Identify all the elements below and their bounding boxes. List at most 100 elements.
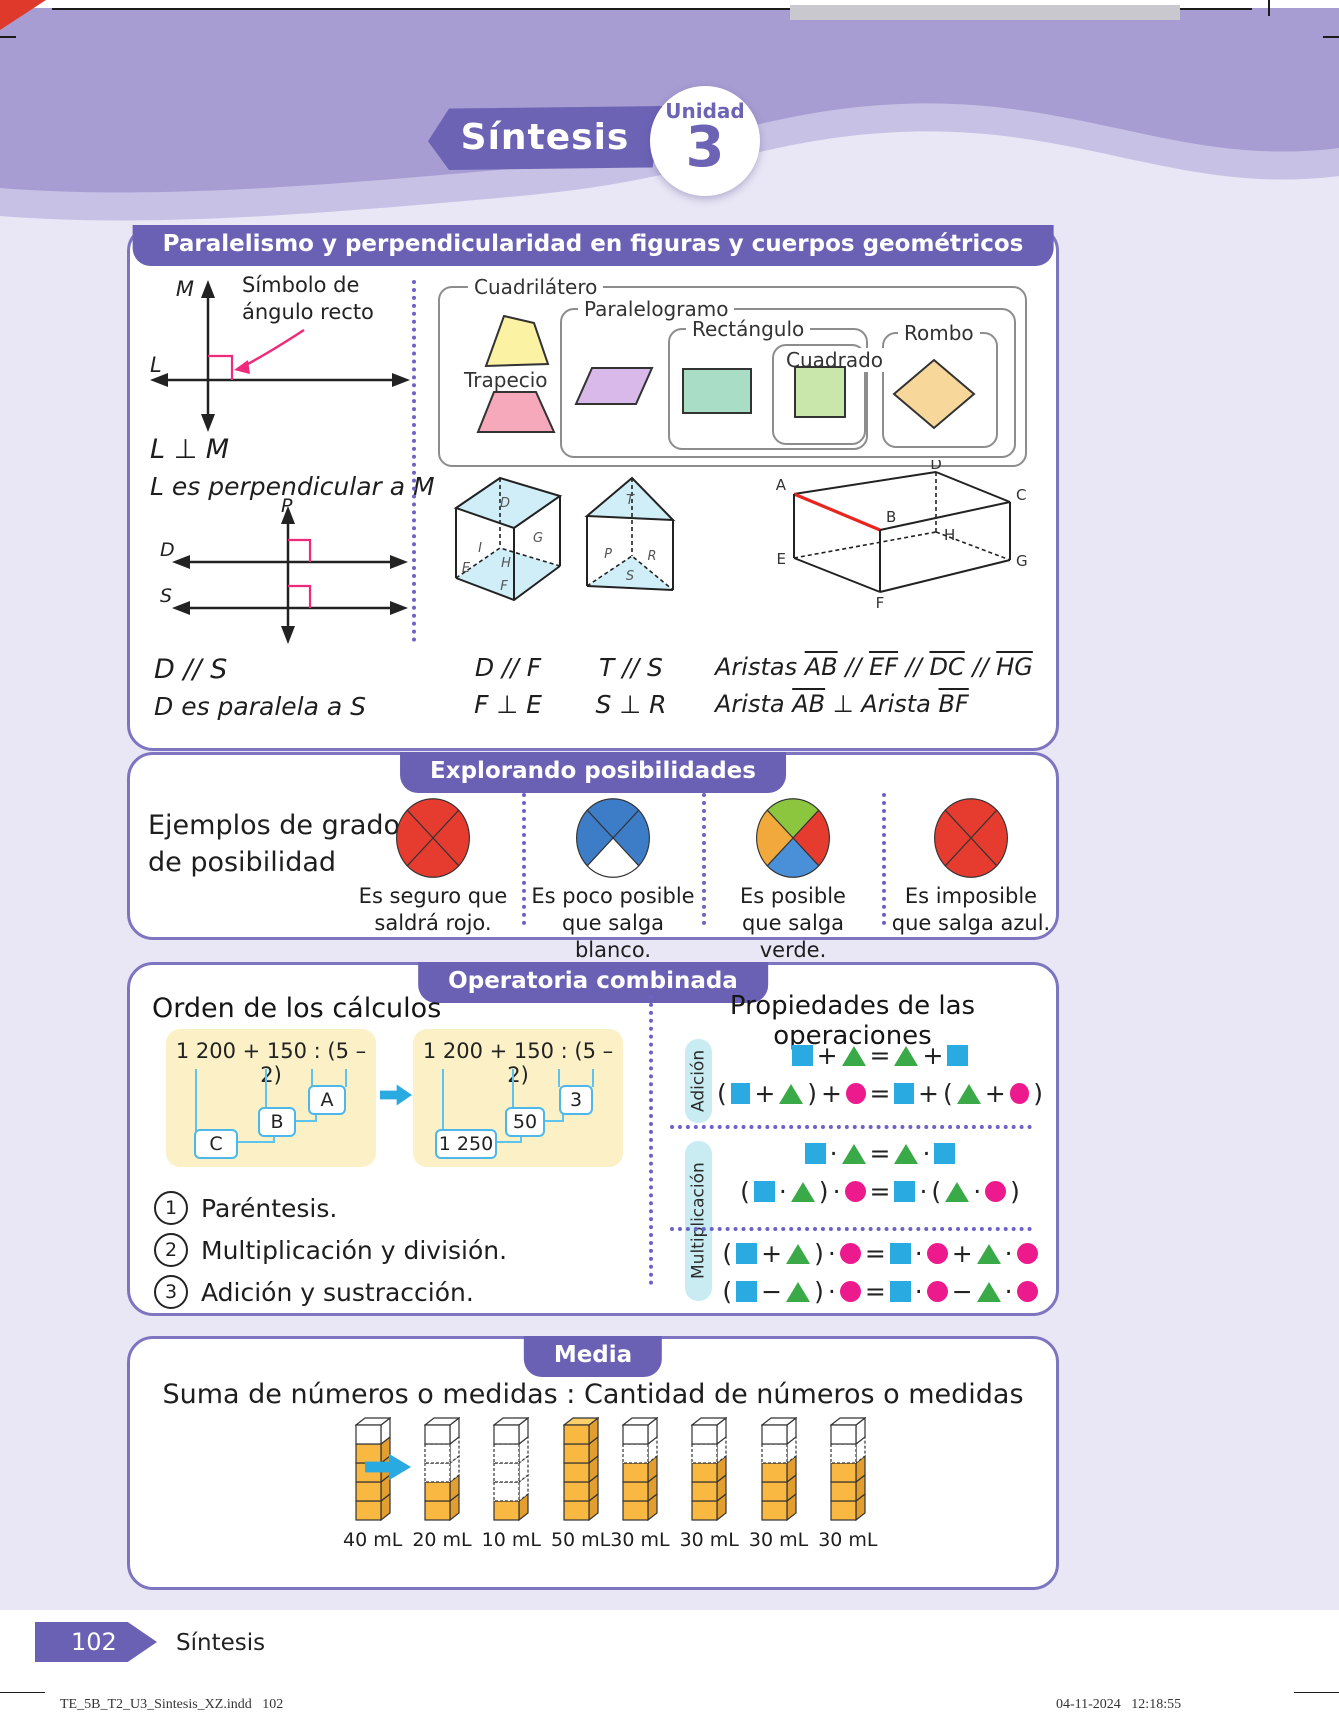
operator-token: ) [1010, 1177, 1020, 1206]
parallel-symbol: // [972, 653, 989, 681]
operator-token: ) [807, 1079, 818, 1108]
trapezoid-shape [476, 391, 556, 433]
operator-token: + [922, 1041, 944, 1070]
square-token [736, 1243, 758, 1264]
circle-token [839, 1243, 861, 1264]
operator-token: ) [818, 1177, 829, 1206]
section-geometry-title: Paralelismo y perpendicularidad en figur… [132, 225, 1054, 266]
section-media-title: Media [523, 1336, 663, 1377]
parallel-relation: D // S [154, 654, 228, 685]
spinner-caption: Es imposible [904, 884, 1038, 908]
print-mark-tick [0, 1692, 45, 1693]
rectangle-shape [682, 368, 752, 414]
measurements-before: 40 mL 20 mL 10 mL 50 mL [343, 1416, 611, 1551]
parallelogram-shape [574, 367, 654, 405]
intro-line1: Ejemplos de grados [148, 810, 415, 841]
edge-ab: AB [792, 690, 826, 718]
spinner-caption: Es posible [740, 884, 846, 908]
square-token [791, 1045, 813, 1066]
print-mark-red-corner [0, 0, 46, 30]
operator-token: + [761, 1239, 783, 1268]
operator-token: = [864, 1239, 886, 1268]
triangular-prism-diagram: T P R S [584, 476, 676, 591]
section-operations-title: Operatoria combinada [418, 962, 768, 1003]
face-label-t: T [626, 493, 635, 508]
operator-token: ) [814, 1239, 824, 1268]
tower-volume-label: 30 mL [748, 1529, 809, 1551]
step-box-c: C [194, 1129, 238, 1159]
tower-volume-label: 30 mL [679, 1529, 739, 1551]
vertical-dotted-divider [649, 995, 653, 1285]
line-label-m: M [176, 277, 194, 301]
label-trapecio: Trapecio [458, 368, 554, 392]
edge-ab: AB [804, 653, 838, 681]
unit-label: Unidad [665, 99, 745, 123]
edges-parallel-caption: Aristas AB // EF // DC // HG [715, 653, 1033, 681]
spinner-wheel [934, 798, 1008, 878]
tower-volume-label: 20 mL [412, 1529, 472, 1551]
operator-token: + [816, 1041, 838, 1070]
highlighted-edge-ab [793, 492, 881, 532]
face-label-h: H [501, 556, 511, 571]
parallel-symbol: // [845, 653, 862, 681]
properties-zone: Adición + = + (+) + = +(+) Multiplicación · = ·… [655, 1025, 1050, 1310]
step-box-a: A [308, 1085, 346, 1115]
spinner-impossible: Es imposible que salga azul. [886, 797, 1056, 937]
circle-token [844, 1181, 866, 1202]
measure-tower-graphic [621, 1416, 659, 1522]
operator-token: · [922, 1139, 931, 1168]
label-cuadrilatero: Cuadrilátero [468, 275, 604, 299]
spinner-wheel [396, 798, 470, 878]
result-box-a: 3 [559, 1085, 593, 1115]
operator-token: · [832, 1177, 841, 1206]
triangle-token [945, 1181, 970, 1202]
edge-labeled-box-diagram: A B C D E F G H [776, 460, 1028, 612]
triangle-token [956, 1083, 981, 1104]
vertical-dotted-divider [412, 280, 416, 642]
triangle-token [786, 1281, 811, 1302]
distributive-add-equation: (+) · = · + · [715, 1239, 1045, 1268]
operator-token: + [918, 1079, 939, 1108]
square-token [894, 1181, 916, 1202]
rhombus-shape [892, 358, 976, 430]
annotation-line1: Símbolo de [242, 273, 360, 297]
face-label-e: E [462, 561, 471, 576]
section-geometry: Paralelismo y perpendicularidad en figur… [127, 225, 1059, 751]
vertex-g: G [1016, 552, 1028, 570]
line-label-p: P [281, 496, 293, 517]
measure-tower-graphic [829, 1416, 867, 1522]
spinner-caption: que salga blanco. [561, 911, 665, 962]
tower-volume-label: 10 mL [481, 1529, 541, 1551]
tower-volume-label: 50 mL [550, 1529, 611, 1551]
expression: 1 200 + 150 : (5 – 2) [175, 1039, 367, 1087]
section-possibility: Explorando posibilidades Ejemplos de gra… [127, 752, 1059, 962]
measure-tower: 30 mL [679, 1416, 739, 1551]
addition-label: Adición [685, 1039, 712, 1123]
measure-tower-graphic [423, 1416, 461, 1522]
triangle-token [786, 1243, 811, 1264]
operator-token: · [827, 1277, 836, 1306]
associative-addition-equation: (+) + = +(+) [715, 1079, 1045, 1108]
circle-token [926, 1243, 948, 1264]
parallel-sentence: D es paralela a S [154, 692, 367, 721]
circle-token [1016, 1281, 1038, 1302]
edge-bf: BF [938, 690, 969, 718]
measurements-after: 30 mL 30 mL 30 mL 30 mL [610, 1416, 878, 1551]
rule-add-sub: 3 Adición y sustracción. [154, 1275, 474, 1309]
rule-number: 1 [154, 1191, 188, 1225]
tower-volume-label: 30 mL [610, 1529, 670, 1551]
operator-token: ) [1033, 1079, 1044, 1108]
triprism-parallel-relation: T // S [599, 653, 663, 682]
circle-token [926, 1281, 948, 1302]
operator-token: · [973, 1177, 982, 1206]
edges-caption-word: Arista [861, 690, 931, 718]
operator-token: ( [722, 1239, 733, 1268]
operator-token: ) [814, 1277, 824, 1306]
calc-order-before: 1 200 + 150 : (5 – 2) A B C [166, 1029, 376, 1167]
parallel-lines-diagram: P D S [160, 496, 408, 644]
rule-text: Adición y sustracción. [201, 1277, 474, 1307]
triangle-token [976, 1243, 1001, 1264]
label-rectangulo: Rectángulo [686, 317, 811, 341]
vertex-h: H [944, 526, 955, 544]
spinner-unlikely: Es poco posible que salga blanco. [528, 797, 698, 964]
